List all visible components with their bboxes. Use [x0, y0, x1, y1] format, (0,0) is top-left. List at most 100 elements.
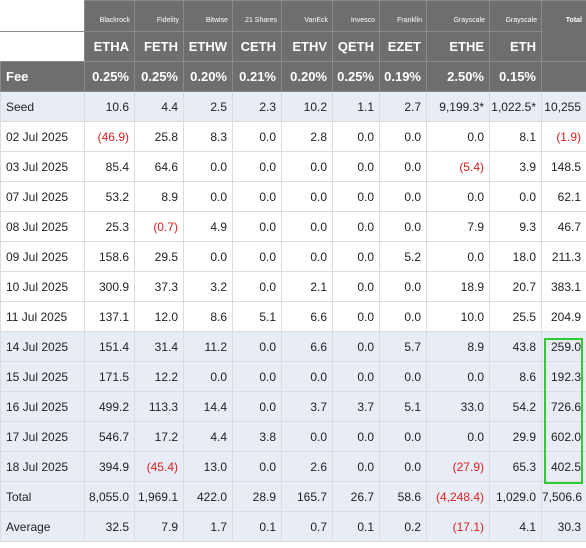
flow-cell: 8.1 [489, 121, 542, 152]
issuer-cell: Fidelity [134, 0, 184, 32]
row-total-cell: 62.1 [541, 181, 586, 212]
row-label: 03 Jul 2025 [0, 151, 85, 182]
table-row: 03 Jul 2025 85.4 64.6 0.0 0.0 0.0 0.0 0.0 (5.4) 3… [0, 151, 586, 182]
fee-cell: 0.25% [332, 61, 380, 92]
flow-cell: 1.1 [332, 91, 380, 122]
ticker-header-row: ETHA FETH ETHW CETH ETHV QETH EZET ETHE … [0, 31, 586, 62]
ticker-cell: ETHE [426, 31, 490, 62]
ticker-cell: ETH [489, 31, 542, 62]
flow-cell: 0.0 [281, 211, 333, 242]
flow-cell: 151.4 [84, 331, 135, 362]
fee-cell: 0.19% [379, 61, 427, 92]
fee-cell: 0.25% [134, 61, 184, 92]
flow-cell: 0.7 [281, 511, 333, 542]
row-total-cell: 211.3 [541, 241, 586, 272]
ticker-cell: ETHW [183, 31, 233, 62]
flow-cell: 10.6 [84, 91, 135, 122]
flow-cell: 0.2 [379, 511, 427, 542]
flow-cell: 4.4 [134, 91, 184, 122]
table-row: 17 Jul 2025 546.7 17.2 4.4 3.8 0.0 0.0 0.0 0.0 29… [0, 421, 586, 452]
flow-cell: 0.0 [426, 181, 490, 212]
flow-cell: 6.6 [281, 331, 333, 362]
flow-cell: 137.1 [84, 301, 135, 332]
flow-cell: 113.3 [134, 391, 184, 422]
flow-cell: 9,199.3* [426, 91, 490, 122]
flow-cell: 0.1 [232, 511, 282, 542]
fee-cell: 2.50% [426, 61, 490, 92]
issuer-cell: Franklin [379, 0, 427, 32]
flow-cell: 1,969.1 [134, 481, 184, 512]
flow-cell: 8.9 [134, 181, 184, 212]
flow-cell: 0.0 [379, 181, 427, 212]
flow-cell: 3.8 [232, 421, 282, 452]
flow-cell: 2.7 [379, 91, 427, 122]
row-label: Total [0, 481, 85, 512]
flow-cell: 0.0 [183, 151, 233, 182]
row-total-cell: 10,255 [541, 91, 586, 122]
issuer-cell: 21 Shares [232, 0, 282, 32]
flow-cell: 0.0 [332, 331, 380, 362]
flow-cell: 31.4 [134, 331, 184, 362]
flow-cell: 5.2 [379, 241, 427, 272]
row-total-cell: 726.6 [541, 391, 586, 422]
flow-cell: 0.0 [232, 211, 282, 242]
flow-cell: 6.6 [281, 301, 333, 332]
issuer-cell: VanEck [281, 0, 333, 32]
flow-cell: 25.8 [134, 121, 184, 152]
flow-cell: 8,055.0 [84, 481, 135, 512]
flow-cell: 3.9 [489, 151, 542, 182]
flow-cell: 18.0 [489, 241, 542, 272]
flow-cell: 37.3 [134, 271, 184, 302]
flow-cell: 2.1 [281, 271, 333, 302]
row-label: 17 Jul 2025 [0, 421, 85, 452]
table-row: 16 Jul 2025 499.2 113.3 14.4 0.0 3.7 3.7 5.1 33.… [0, 391, 586, 422]
flow-cell: 28.9 [232, 481, 282, 512]
ticker-cell: QETH [332, 31, 380, 62]
flow-cell: 13.0 [183, 451, 233, 482]
row-label: 18 Jul 2025 [0, 451, 85, 482]
flow-cell: (45.4) [134, 451, 184, 482]
row-label: 10 Jul 2025 [0, 271, 85, 302]
flow-cell: 64.6 [134, 151, 184, 182]
flow-cell: 0.0 [379, 361, 427, 392]
flow-cell: 5.1 [232, 301, 282, 332]
flow-cell: 29.9 [489, 421, 542, 452]
flow-cell: 9.3 [489, 211, 542, 242]
flow-cell: 32.5 [84, 511, 135, 542]
flow-cell: 2.6 [281, 451, 333, 482]
flow-cell: 20.7 [489, 271, 542, 302]
flow-cell: 0.0 [379, 271, 427, 302]
flow-cell: 0.0 [183, 241, 233, 272]
flow-cell: 1,029.0 [489, 481, 542, 512]
flow-cell: 10.2 [281, 91, 333, 122]
flow-cell: 0.0 [332, 121, 380, 152]
flow-cell: 0.0 [332, 301, 380, 332]
ticker-cell: ETHA [84, 31, 135, 62]
flow-cell: 2.5 [183, 91, 233, 122]
flow-cell: 5.1 [379, 391, 427, 422]
row-label: 11 Jul 2025 [0, 301, 85, 332]
table-row: Average 32.5 7.9 1.7 0.1 0.7 0.1 0.2 (17.1) 4.1 30… [0, 511, 586, 542]
flow-cell: 0.0 [332, 271, 380, 302]
issuer-cell: Bitwise [183, 0, 233, 32]
flow-cell: 53.2 [84, 181, 135, 212]
flow-cell: 0.0 [183, 181, 233, 212]
row-label: 02 Jul 2025 [0, 121, 85, 152]
flow-cell: 1,022.5* [489, 91, 542, 122]
flow-cell: 5.7 [379, 331, 427, 362]
row-total-cell: 383.1 [541, 271, 586, 302]
row-total-cell: 402.5 [541, 451, 586, 482]
flow-cell: 0.0 [379, 151, 427, 182]
flow-cell: 0.0 [332, 181, 380, 212]
flow-cell: 3.7 [281, 391, 333, 422]
flow-cell: 0.0 [332, 211, 380, 242]
row-total-cell: (1.9) [541, 121, 586, 152]
flow-cell: 0.0 [489, 181, 542, 212]
flow-cell: 4.9 [183, 211, 233, 242]
flow-cell: 8.9 [426, 331, 490, 362]
fee-cell: 0.20% [281, 61, 333, 92]
flow-cell: 12.2 [134, 361, 184, 392]
flow-cell: 25.3 [84, 211, 135, 242]
flow-cell: 394.9 [84, 451, 135, 482]
